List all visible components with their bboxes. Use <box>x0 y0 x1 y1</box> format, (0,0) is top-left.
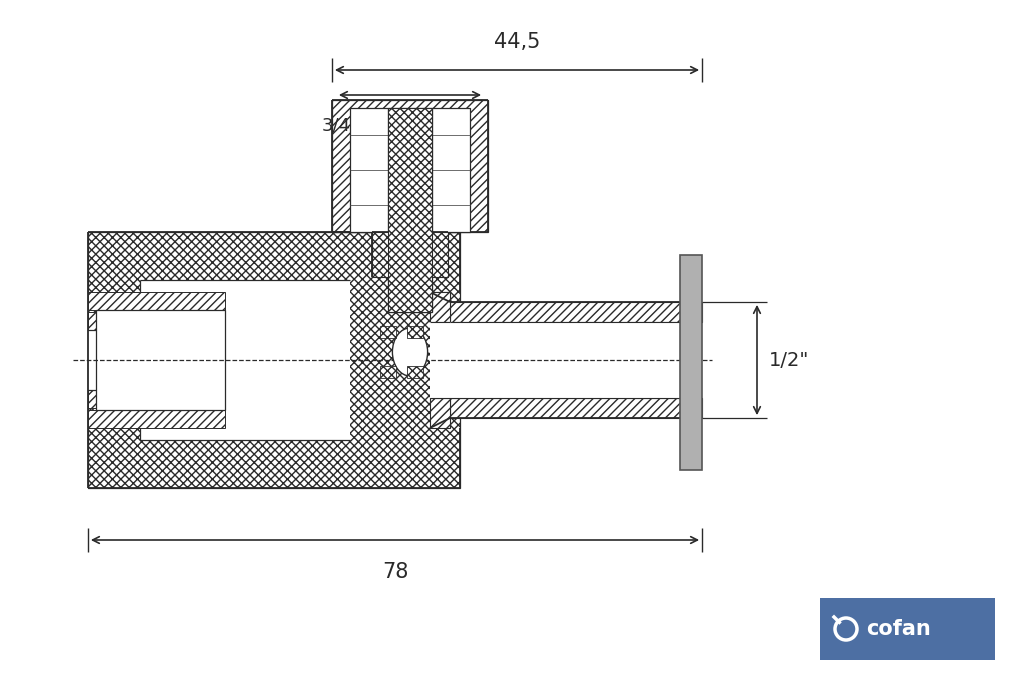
Bar <box>88 292 225 310</box>
Bar <box>380 366 396 378</box>
Bar <box>407 366 423 378</box>
Bar <box>140 280 350 440</box>
Text: cofan: cofan <box>866 619 931 639</box>
Bar <box>430 322 450 398</box>
Bar <box>88 330 160 390</box>
Bar <box>88 312 145 330</box>
Bar <box>430 398 450 428</box>
Bar <box>350 108 470 232</box>
Bar <box>380 327 396 338</box>
Bar <box>88 232 460 488</box>
Bar <box>450 302 702 322</box>
Text: 78: 78 <box>382 562 409 582</box>
Bar <box>450 322 702 398</box>
Bar <box>450 398 702 418</box>
Bar <box>332 100 488 232</box>
Bar <box>680 255 702 470</box>
Bar <box>372 232 449 277</box>
Bar <box>820 598 995 660</box>
Text: 44,5: 44,5 <box>494 32 541 52</box>
Bar <box>388 108 432 312</box>
Bar <box>96 310 225 410</box>
Bar <box>88 410 225 428</box>
Ellipse shape <box>392 328 428 376</box>
Bar <box>407 327 423 338</box>
Bar <box>88 390 145 408</box>
Text: 1/2": 1/2" <box>769 351 809 370</box>
Bar <box>430 292 450 322</box>
Bar <box>430 292 450 302</box>
Text: 3/4": 3/4" <box>322 117 359 135</box>
